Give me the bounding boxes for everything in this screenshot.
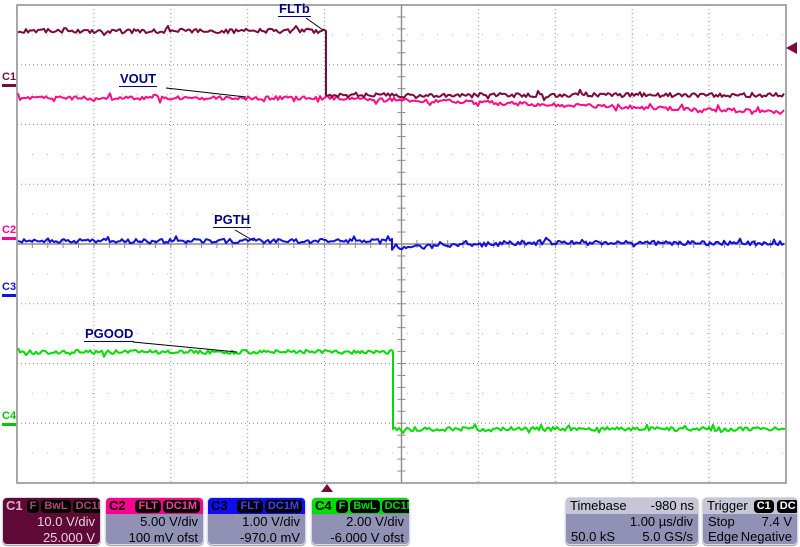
channel-zero-marker-c4[interactable]: C4 bbox=[2, 411, 17, 426]
filter-badge: FLT bbox=[237, 499, 263, 513]
trace-c4-pgood[interactable] bbox=[17, 347, 785, 434]
trigger-mode-value: Stop bbox=[708, 514, 735, 529]
trigger-coupling-badge: DC bbox=[776, 499, 797, 513]
sample-count-value: 50.0 kS bbox=[571, 529, 616, 544]
trace-label-pgth: PGTH bbox=[213, 212, 252, 228]
trace-c1-fltb[interactable] bbox=[17, 24, 785, 102]
channel-descriptor-c2[interactable]: C2 FLT DC1M 5.00 V/div 100 mV ofst bbox=[105, 497, 204, 545]
timebase-descriptor[interactable]: Timebase -980 ns 1.00 µs/div 50.0 kS 5.0… bbox=[565, 497, 699, 545]
channel-id-label: C2 bbox=[109, 498, 126, 513]
waveform-display bbox=[16, 4, 797, 492]
channel-marker-label: C2 bbox=[2, 224, 17, 236]
label-callout-line bbox=[305, 17, 324, 31]
trigger-header: Trigger C1 DC bbox=[703, 498, 797, 514]
trigger-slope-value: Negative bbox=[740, 529, 792, 544]
timebase-title: Timebase bbox=[570, 498, 627, 513]
timebase-delay-value: -980 ns bbox=[650, 498, 694, 513]
sample-rate-value: 5.0 GS/s bbox=[642, 529, 693, 544]
channel-id-label: C3 bbox=[211, 498, 228, 513]
trace-c2-vout[interactable] bbox=[17, 92, 785, 115]
channel-descriptor-c3[interactable]: C3 FLT DC1M 1.00 V/div -970.0 mV bbox=[207, 497, 306, 545]
status-bar: C1 F BwL DC1M 10.0 V/div 25.000 V C2 FLT… bbox=[0, 497, 800, 547]
trigger-type-value: Edge bbox=[708, 529, 739, 544]
channel-titlebar: C2 FLT DC1M bbox=[106, 498, 203, 514]
trigger-descriptor[interactable]: Trigger C1 DC Stop 7.4 V Edge Negative bbox=[702, 497, 798, 545]
time-per-div-value: 1.00 µs/div bbox=[629, 514, 693, 529]
coupling-badge: DC1M bbox=[381, 499, 409, 513]
filter-badge: FLT bbox=[135, 499, 161, 513]
label-callout-line bbox=[132, 341, 238, 353]
trace-label-vout: VOUT bbox=[119, 71, 158, 87]
channel-marker-bar bbox=[2, 423, 16, 426]
trigger-level-value: 7.4 V bbox=[761, 514, 792, 529]
channel-marker-label: C3 bbox=[2, 281, 17, 293]
trace-label-fltb: FLTb bbox=[278, 1, 311, 17]
channel-zero-marker-c2[interactable]: C2 bbox=[2, 225, 17, 240]
channel-marker-label: C1 bbox=[2, 71, 17, 83]
offset-value: 25.000 V bbox=[42, 530, 95, 545]
timebase-header: Timebase -980 ns bbox=[566, 498, 698, 514]
bandwidth-limit-badge: BwL bbox=[350, 499, 380, 513]
channel-id-label: C1 bbox=[6, 498, 23, 513]
trace-label-pgood: PGOOD bbox=[84, 326, 135, 342]
label-callout-line bbox=[234, 229, 255, 242]
coupling-badge: DC1M bbox=[72, 499, 100, 513]
filter-badge: F bbox=[335, 499, 349, 513]
volts-per-div-value: 5.00 V/div bbox=[140, 514, 198, 529]
channel-marker-bar bbox=[2, 294, 16, 297]
channel-marker-label: C4 bbox=[2, 410, 17, 422]
channel-titlebar: C1 F BwL DC1M bbox=[3, 498, 100, 514]
offset-value: -970.0 mV bbox=[240, 530, 300, 545]
channel-marker-bar bbox=[2, 84, 16, 87]
filter-badge: F bbox=[26, 499, 40, 513]
volts-per-div-value: 2.00 V/div bbox=[346, 514, 404, 529]
grid-border bbox=[16, 4, 787, 484]
channel-marker-bar bbox=[2, 237, 16, 240]
coupling-badge: DC1M bbox=[162, 499, 200, 513]
channel-titlebar: C3 FLT DC1M bbox=[208, 498, 305, 514]
trace-c3-pgth[interactable] bbox=[17, 235, 785, 251]
coupling-badge: DC1M bbox=[264, 499, 302, 513]
channel-zero-marker-c1[interactable]: C1 bbox=[2, 72, 17, 87]
trigger-title: Trigger bbox=[707, 498, 748, 513]
label-callout-line bbox=[165, 87, 247, 98]
offset-value: -6.000 V ofst bbox=[330, 530, 404, 545]
bandwidth-limit-badge: BwL bbox=[41, 499, 71, 513]
channel-descriptor-c4[interactable]: C4 F BwL DC1M 2.00 V/div -6.000 V ofst bbox=[311, 497, 410, 545]
trigger-source-badge: C1 bbox=[753, 499, 774, 513]
trigger-level-marker[interactable] bbox=[786, 42, 797, 54]
channel-titlebar: C4 F BwL DC1M bbox=[312, 498, 409, 514]
channel-zero-marker-c3[interactable]: C3 bbox=[2, 282, 17, 297]
volts-per-div-value: 1.00 V/div bbox=[242, 514, 300, 529]
offset-value: 100 mV ofst bbox=[128, 530, 198, 545]
channel-descriptor-c1[interactable]: C1 F BwL DC1M 10.0 V/div 25.000 V bbox=[2, 497, 101, 545]
volts-per-div-value: 10.0 V/div bbox=[37, 514, 95, 529]
trigger-time-marker[interactable] bbox=[321, 484, 333, 492]
channel-id-label: C4 bbox=[315, 498, 332, 513]
